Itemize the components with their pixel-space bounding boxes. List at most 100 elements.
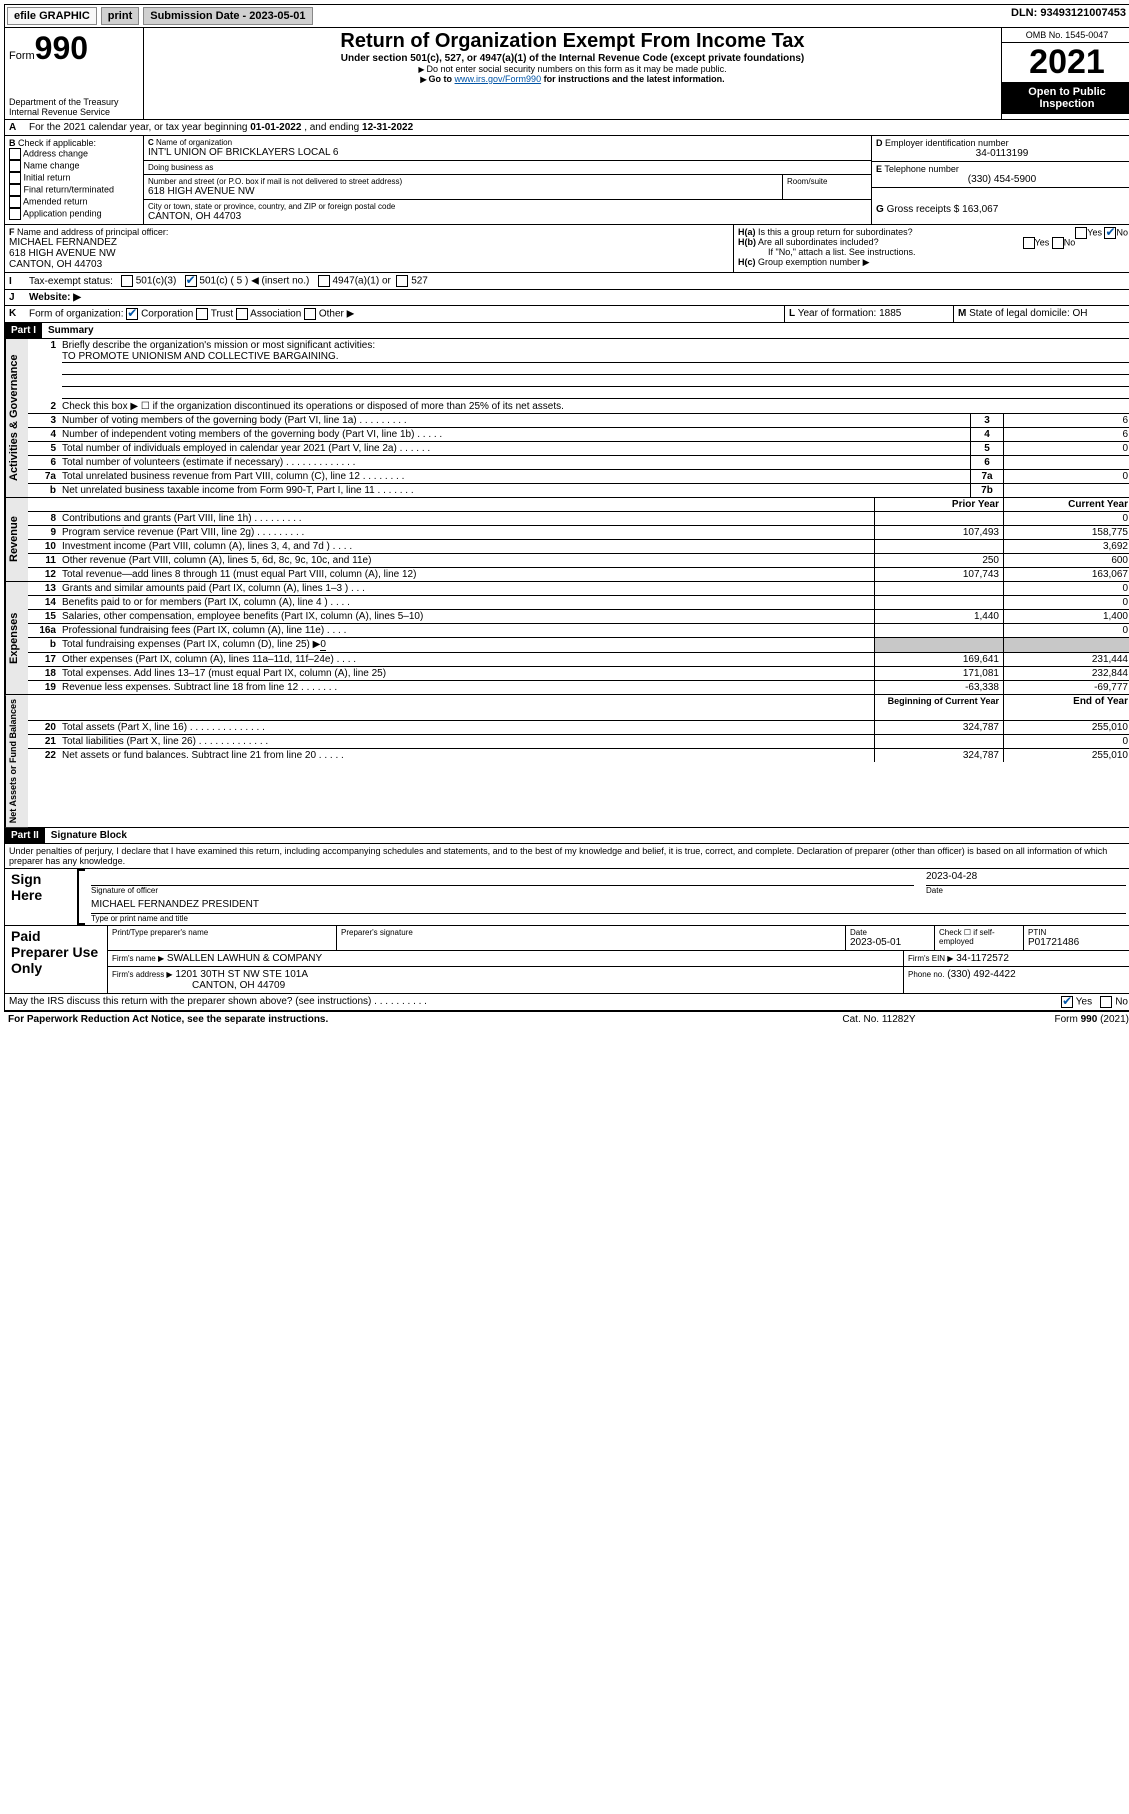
m-label: State of legal domicile:: [969, 308, 1070, 319]
other-checkbox[interactable]: [304, 308, 316, 320]
application-pending-checkbox[interactable]: [9, 208, 21, 220]
inspection-badge: Open to Public Inspection: [1002, 82, 1129, 114]
name-change-checkbox[interactable]: [9, 160, 21, 172]
line18-text: Total expenses. Add lines 13–17 (must eq…: [60, 667, 874, 680]
line16b-val: 0: [320, 639, 326, 651]
city-value: CANTON, OH 44703: [148, 211, 867, 222]
part2-title: Signature Block: [45, 828, 133, 843]
initial-return-checkbox[interactable]: [9, 172, 21, 184]
summary-governance: Activities & Governance 1 Briefly descri…: [5, 339, 1129, 498]
line17-prior: 169,641: [874, 653, 1003, 666]
firm-name-label: Firm's name ▶: [112, 954, 164, 963]
part1-title: Summary: [42, 323, 100, 338]
line21-text: Total liabilities (Part X, line 26) . . …: [60, 735, 874, 748]
summary-netassets: Net Assets or Fund Balances Beginning of…: [5, 695, 1129, 828]
topbar: efile GRAPHIC print Submission Date - 20…: [5, 5, 1129, 28]
print-button[interactable]: print: [101, 7, 139, 25]
line5-val: 0: [1003, 442, 1129, 455]
ptin-label: PTIN: [1028, 928, 1128, 937]
discuss-no-checkbox[interactable]: [1100, 996, 1112, 1008]
address-change-checkbox[interactable]: [9, 148, 21, 160]
line-a: A For the 2021 calendar year, or tax yea…: [5, 120, 1129, 136]
mission-text: TO PROMOTE UNIONISM AND COLLECTIVE BARGA…: [62, 351, 1129, 363]
opt-initial: Initial return: [24, 172, 71, 182]
line9-prior: 107,493: [874, 526, 1003, 539]
opt-amended: Amended return: [23, 196, 88, 206]
hb-no-checkbox[interactable]: [1052, 237, 1064, 249]
corp-checkbox[interactable]: [126, 308, 138, 320]
501c-checkbox[interactable]: [185, 275, 197, 287]
line11-prior: 250: [874, 554, 1003, 567]
line14-curr: 0: [1003, 596, 1129, 609]
line6-text: Total number of volunteers (estimate if …: [60, 456, 970, 469]
form-container: efile GRAPHIC print Submission Date - 20…: [4, 4, 1129, 1012]
4947-checkbox[interactable]: [318, 275, 330, 287]
vlabel-revenue: Revenue: [5, 498, 28, 581]
suite-label: Room/suite: [787, 177, 867, 186]
discuss-yes-label: Yes: [1076, 997, 1092, 1008]
form-title: Return of Organization Exempt From Incom…: [148, 30, 997, 53]
page-footer: For Paperwork Reduction Act Notice, see …: [4, 1012, 1129, 1027]
ha-yes-checkbox[interactable]: [1075, 227, 1087, 239]
gross-receipts-label: Gross receipts $: [887, 204, 960, 215]
line-k: K Form of organization: Corporation Trus…: [5, 306, 1129, 323]
form-header: Form990 Department of the Treasury Inter…: [5, 28, 1129, 120]
line6-val: [1003, 456, 1129, 469]
assoc-label: Association: [250, 309, 301, 320]
other-label: Other ▶: [319, 309, 354, 320]
street-label: Number and street (or P.O. box if mail i…: [148, 177, 778, 186]
line18-prior: 171,081: [874, 667, 1003, 680]
line19-prior: -63,338: [874, 681, 1003, 694]
firm-ein-value: 34-1172572: [956, 953, 1009, 964]
opt-final: Final return/terminated: [24, 184, 115, 194]
no-label2: No: [1064, 237, 1076, 247]
firm-ein-label: Firm's EIN ▶: [908, 954, 953, 963]
sign-here-label: Sign Here: [5, 869, 77, 925]
instructions-link[interactable]: www.irs.gov/Form990: [455, 74, 542, 84]
final-return-checkbox[interactable]: [9, 184, 21, 196]
amended-return-checkbox[interactable]: [9, 196, 21, 208]
part2-header: Part II Signature Block: [5, 828, 1129, 844]
line22-text: Net assets or fund balances. Subtract li…: [60, 749, 874, 762]
discuss-row: May the IRS discuss this return with the…: [5, 994, 1129, 1011]
form-number: 990: [35, 30, 88, 66]
501c3-label: 501(c)(3): [136, 276, 177, 287]
part1-header: Part I Summary: [5, 323, 1129, 339]
ha-question: Is this a group return for subordinates?: [758, 227, 913, 237]
self-employed-check[interactable]: Check ☐ if self-employed: [935, 926, 1024, 950]
corp-label: Corporation: [141, 309, 193, 320]
hb-yes-checkbox[interactable]: [1023, 237, 1035, 249]
sig-name-label: Type or print name and title: [91, 914, 1126, 923]
submission-date: Submission Date - 2023-05-01: [143, 7, 312, 25]
ein-label: Employer identification number: [885, 138, 1009, 148]
line10-prior: [874, 540, 1003, 553]
4947-label: 4947(a)(1) or: [332, 276, 390, 287]
penalty-text: Under penalties of perjury, I declare th…: [5, 844, 1129, 869]
officer-addr2: CANTON, OH 44703: [9, 259, 729, 270]
line6-box: 6: [970, 456, 1003, 469]
firm-addr1: 1201 30TH ST NW STE 101A: [175, 969, 308, 980]
line7b-text: Net unrelated business taxable income fr…: [60, 484, 970, 497]
trust-checkbox[interactable]: [196, 308, 208, 320]
527-checkbox[interactable]: [396, 275, 408, 287]
yes-label: Yes: [1087, 227, 1102, 237]
501c3-checkbox[interactable]: [121, 275, 133, 287]
sig-date-value: 2023-04-28: [926, 871, 1126, 886]
assoc-checkbox[interactable]: [236, 308, 248, 320]
c-name-label: Name of organization: [156, 138, 232, 147]
efile-button[interactable]: efile GRAPHIC: [7, 7, 97, 25]
discuss-no-label: No: [1115, 997, 1128, 1008]
phone-label: Telephone number: [884, 164, 959, 174]
ha-no-checkbox[interactable]: [1104, 227, 1116, 239]
line21-curr: 0: [1003, 735, 1129, 748]
line7b-box: 7b: [970, 484, 1003, 497]
prep-date-label: Date: [850, 928, 930, 937]
line12-curr: 163,067: [1003, 568, 1129, 581]
line22-curr: 255,010: [1003, 749, 1129, 762]
discuss-yes-checkbox[interactable]: [1061, 996, 1073, 1008]
501c-label: 501(c) ( 5 ) ◀ (insert no.): [199, 276, 309, 287]
527-label: 527: [411, 276, 428, 287]
line16a-curr: 0: [1003, 624, 1129, 637]
gross-receipts-value: 163,067: [962, 204, 998, 215]
line10-curr: 3,692: [1003, 540, 1129, 553]
